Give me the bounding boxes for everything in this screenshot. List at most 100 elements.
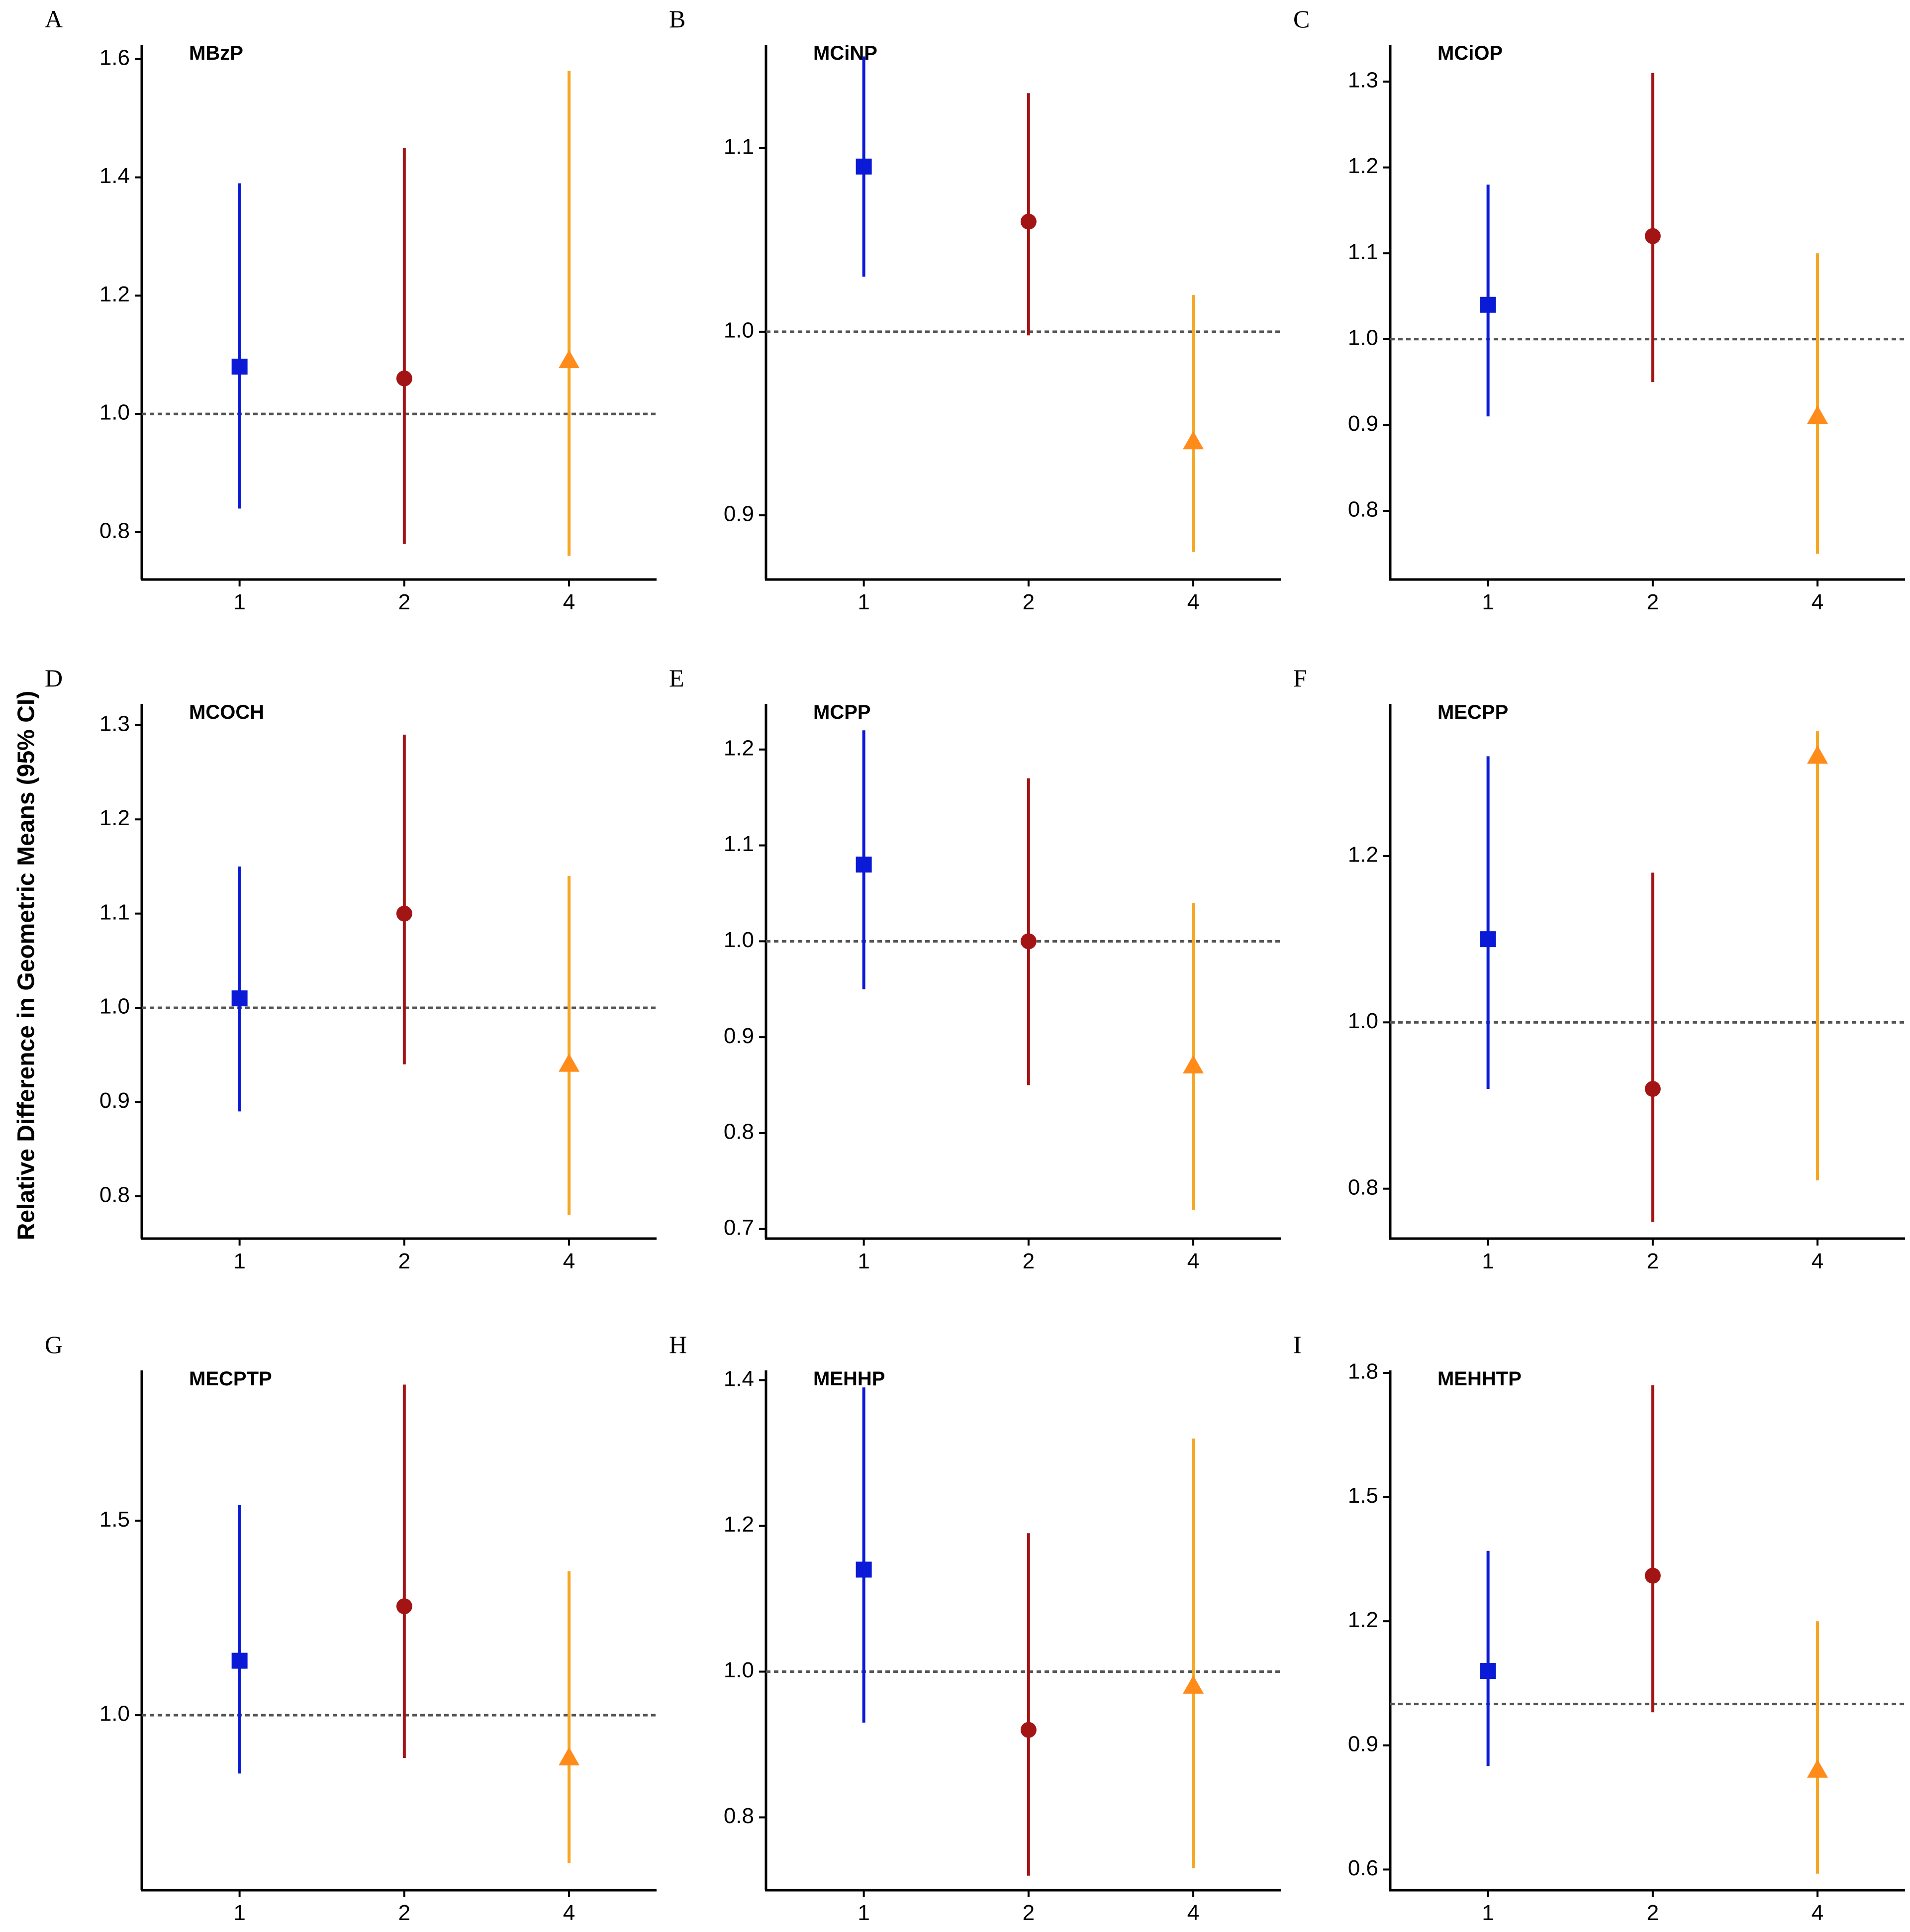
panel-title: MEHHTP bbox=[1437, 1368, 1522, 1390]
estimate-triangle-group-4 bbox=[559, 350, 580, 369]
x-tick-label: 2 bbox=[1023, 590, 1035, 614]
y-tick-label: 1.1 bbox=[724, 135, 754, 159]
y-tick-label: 1.3 bbox=[1348, 68, 1378, 93]
panel-e: E MCPP 0.7 0.8 0.9 1.0 1.1 1.2 1 2 4 bbox=[669, 664, 1281, 1273]
x-tick-label: 4 bbox=[563, 1249, 575, 1273]
estimate-triangle-group-4 bbox=[1183, 1055, 1204, 1073]
estimate-triangle-group-4 bbox=[559, 1053, 580, 1072]
estimate-square-group-1 bbox=[1480, 296, 1496, 313]
y-tick-label: 1.3 bbox=[99, 712, 130, 736]
x-tick-label: 1 bbox=[1482, 1901, 1494, 1925]
panel-i: I MEHHTP 0.6 0.9 1.2 1.5 1.8 1 2 4 bbox=[1293, 1331, 1905, 1925]
panel-title: MCOCH bbox=[189, 701, 264, 723]
x-tick-label: 1 bbox=[233, 590, 245, 614]
panel-title: MCPP bbox=[813, 701, 871, 723]
estimate-triangle-group-4 bbox=[1183, 431, 1204, 450]
panel-letter: D bbox=[45, 664, 63, 692]
panel-title: MCiNP bbox=[813, 42, 877, 64]
y-tick-label: 0.9 bbox=[724, 501, 754, 526]
estimate-square-group-1 bbox=[231, 359, 248, 375]
x-tick-label: 2 bbox=[398, 1901, 410, 1925]
estimate-circle-group-2 bbox=[396, 370, 412, 386]
estimate-triangle-group-4 bbox=[559, 1747, 580, 1766]
x-tick-label: 2 bbox=[1647, 590, 1659, 614]
estimate-circle-group-2 bbox=[1020, 933, 1037, 950]
panel-grid: A MBzP 0.8 1.0 1.2 1.4 1.6 1 2 4 B MCiNP 0.9 1.0 1.1 1 2… bbox=[45, 5, 1905, 1925]
estimate-square-group-1 bbox=[1480, 1663, 1496, 1679]
y-tick-label: 1.0 bbox=[1348, 325, 1378, 350]
y-tick-label: 1.5 bbox=[1348, 1483, 1378, 1508]
panel-letter: A bbox=[45, 5, 63, 33]
y-tick-label: 1.0 bbox=[724, 1658, 754, 1682]
y-tick-label: 0.8 bbox=[99, 1182, 130, 1207]
x-tick-label: 1 bbox=[233, 1901, 245, 1925]
y-tick-label: 1.4 bbox=[724, 1366, 754, 1391]
estimate-circle-group-2 bbox=[1644, 1567, 1661, 1584]
y-tick-label: 0.8 bbox=[724, 1804, 754, 1828]
y-tick-label: 0.9 bbox=[1348, 411, 1378, 436]
x-tick-label: 4 bbox=[1812, 1249, 1823, 1273]
y-tick-label: 0.8 bbox=[99, 519, 130, 543]
estimate-square-group-1 bbox=[856, 857, 872, 873]
y-tick-label: 0.9 bbox=[1348, 1732, 1378, 1756]
panel-letter: C bbox=[1293, 5, 1310, 33]
panel-letter: B bbox=[669, 5, 685, 33]
x-tick-label: 2 bbox=[398, 590, 410, 614]
y-tick-label: 1.0 bbox=[99, 400, 130, 425]
panel-title: MEHHP bbox=[813, 1368, 885, 1390]
y-tick-label: 1.2 bbox=[724, 1512, 754, 1537]
panel-c: C MCiOP 0.8 0.9 1.0 1.1 1.2 1.3 1 2 4 bbox=[1293, 5, 1905, 614]
estimate-circle-group-2 bbox=[1644, 1081, 1661, 1097]
estimate-triangle-group-4 bbox=[1183, 1675, 1204, 1694]
y-tick-label: 1.6 bbox=[99, 45, 130, 70]
panel-letter: F bbox=[1293, 664, 1307, 692]
x-tick-label: 1 bbox=[1482, 1249, 1494, 1273]
x-tick-label: 1 bbox=[233, 1249, 245, 1273]
y-tick-label: 1.2 bbox=[724, 736, 754, 760]
y-tick-label: 1.2 bbox=[1348, 154, 1378, 178]
y-tick-label: 1.0 bbox=[724, 928, 754, 952]
y-tick-label: 0.7 bbox=[724, 1215, 754, 1240]
x-tick-label: 4 bbox=[1187, 590, 1199, 614]
y-tick-label: 1.5 bbox=[99, 1507, 130, 1532]
y-tick-label: 1.0 bbox=[99, 994, 130, 1019]
y-tick-label: 1.0 bbox=[1348, 1009, 1378, 1033]
y-tick-label: 1.0 bbox=[99, 1702, 130, 1726]
x-tick-label: 1 bbox=[858, 590, 869, 614]
y-tick-label: 0.6 bbox=[1348, 1856, 1378, 1880]
y-tick-label: 1.8 bbox=[1348, 1359, 1378, 1384]
y-tick-label: 1.1 bbox=[1348, 240, 1378, 264]
x-tick-label: 4 bbox=[1187, 1249, 1199, 1273]
estimate-circle-group-2 bbox=[396, 1598, 412, 1615]
estimate-square-group-1 bbox=[231, 1652, 248, 1669]
x-tick-label: 4 bbox=[1812, 590, 1823, 614]
panel-a: A MBzP 0.8 1.0 1.2 1.4 1.6 1 2 4 bbox=[45, 5, 657, 614]
y-tick-label: 0.8 bbox=[724, 1120, 754, 1144]
panel-letter: G bbox=[45, 1331, 63, 1358]
panel-f: F MECPP 0.8 1.0 1.2 1 2 4 bbox=[1293, 664, 1905, 1273]
y-tick-label: 1.2 bbox=[1348, 1608, 1378, 1632]
y-axis-label: Relative Difference in Geometric Means (… bbox=[13, 691, 40, 1240]
estimate-circle-group-2 bbox=[1644, 228, 1661, 244]
y-tick-label: 1.2 bbox=[99, 806, 130, 830]
y-tick-label: 0.8 bbox=[1348, 1175, 1378, 1199]
estimate-circle-group-2 bbox=[1020, 213, 1037, 230]
x-tick-label: 4 bbox=[563, 1901, 575, 1925]
y-tick-label: 1.1 bbox=[724, 832, 754, 856]
x-tick-label: 2 bbox=[1023, 1901, 1035, 1925]
x-tick-label: 4 bbox=[563, 590, 575, 614]
y-tick-label: 1.2 bbox=[99, 282, 130, 306]
estimate-square-group-1 bbox=[856, 1561, 872, 1578]
x-tick-label: 1 bbox=[858, 1249, 869, 1273]
panel-letter: E bbox=[669, 664, 684, 692]
panel-title: MBzP bbox=[189, 42, 243, 64]
panel-g: G MECPTP 1.0 1.5 1 2 4 bbox=[45, 1331, 657, 1925]
x-tick-label: 2 bbox=[1647, 1249, 1659, 1273]
y-tick-label: 1.2 bbox=[1348, 843, 1378, 867]
estimate-square-group-1 bbox=[856, 158, 872, 175]
panel-d: D MCOCH 0.8 0.9 1.0 1.1 1.2 1.3 1 2 4 bbox=[45, 664, 657, 1273]
y-tick-label: 1.4 bbox=[99, 164, 130, 188]
panel-title: MCiOP bbox=[1437, 42, 1503, 64]
y-tick-label: 0.9 bbox=[99, 1088, 130, 1113]
x-tick-label: 4 bbox=[1187, 1901, 1199, 1925]
